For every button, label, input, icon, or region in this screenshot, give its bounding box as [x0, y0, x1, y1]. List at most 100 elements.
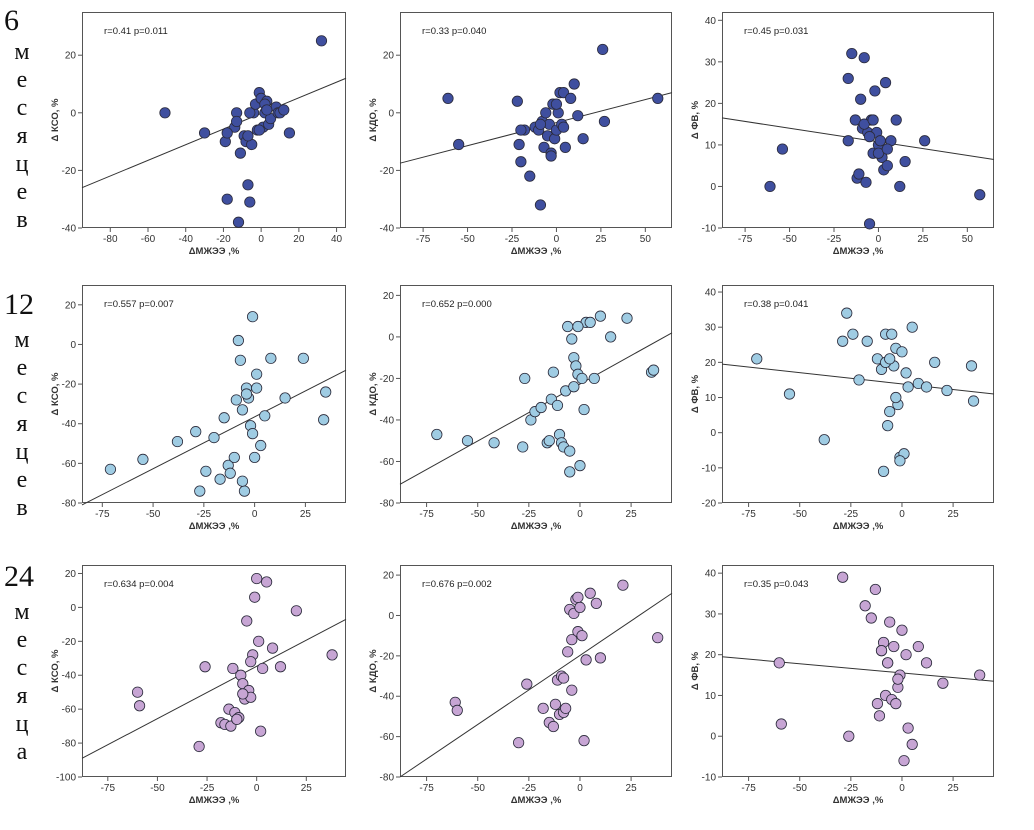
data-point	[896, 346, 908, 358]
data-point	[534, 199, 547, 211]
data-point	[874, 135, 886, 147]
row-label-letter: я	[16, 683, 28, 709]
y-tick-label: 0	[388, 108, 394, 119]
correlation-annotation: r=0.634 p=0.004	[104, 579, 174, 590]
x-tick-label: 0	[899, 509, 905, 520]
data-point	[617, 579, 629, 591]
y-tick-label: -60	[380, 457, 395, 468]
y-tick-label: -60	[380, 732, 395, 743]
data-point	[513, 138, 525, 151]
y-tick-label: 10	[705, 691, 717, 702]
x-tick-label: -75	[101, 783, 116, 794]
y-tick-label: -10	[702, 463, 717, 474]
y-tick-label: 20	[705, 650, 717, 661]
data-point	[159, 107, 171, 119]
x-tick-label: -50	[146, 509, 161, 520]
x-tick-label: -25	[522, 783, 537, 794]
row-label-letters: м е с я ц е в	[12, 38, 32, 234]
x-tick-label: 25	[300, 509, 312, 520]
x-tick-label: -75	[741, 783, 756, 794]
data-point	[564, 466, 576, 478]
data-point	[545, 150, 557, 162]
data-point	[882, 657, 894, 669]
data-point	[860, 176, 872, 188]
x-tick-label: 0	[876, 234, 882, 245]
data-point	[194, 485, 206, 497]
data-point	[580, 654, 592, 666]
data-point	[515, 124, 527, 136]
data-point	[266, 642, 279, 654]
data-point	[318, 414, 330, 426]
data-point	[515, 156, 527, 168]
x-tick-label: -75	[95, 509, 110, 520]
x-tick-label: -25	[827, 234, 842, 245]
y-tick-label: 30	[705, 57, 717, 68]
data-point	[865, 612, 877, 624]
x-tick-label: -50	[460, 234, 475, 245]
data-point	[488, 437, 500, 449]
data-point	[540, 107, 552, 119]
data-point	[253, 635, 265, 647]
data-point	[871, 698, 884, 710]
x-tick-label: -40	[178, 234, 193, 245]
data-point	[920, 381, 933, 393]
data-point	[884, 353, 896, 365]
data-point	[265, 352, 277, 364]
data-point	[888, 640, 900, 653]
row-label-letters: м е с я ц а	[12, 598, 32, 766]
data-point	[231, 713, 243, 725]
data-point	[218, 412, 230, 424]
scatter-plot-2: -75 -50 -25 0 25 50 -40 -20 0 20 ΔМЖЭЭ ,% Δ КДО, % r…	[368, 12, 673, 257]
data-point	[240, 388, 253, 400]
data-point	[227, 662, 239, 675]
data-point	[253, 124, 265, 136]
y-tick-label: -80	[380, 773, 395, 784]
data-point	[221, 193, 233, 205]
scatter-plot-3: -75 -50 -25 0 25 50 -10 0 10 20 30 40 ΔМЖЭЭ ,% Δ ФВ, …	[690, 12, 995, 257]
data-point	[232, 216, 245, 228]
data-point	[200, 465, 212, 477]
x-tick-label: -25	[197, 509, 212, 520]
y-tick-label: -40	[380, 692, 395, 703]
data-point	[572, 591, 584, 603]
y-tick-label: -80	[380, 499, 395, 510]
correlation-annotation: r=0.41 p=0.011	[104, 26, 168, 37]
correlation-annotation: r=0.676 p=0.002	[422, 579, 492, 590]
data-point	[919, 135, 931, 147]
data-point	[297, 352, 309, 364]
x-tick-label: 0	[252, 509, 258, 520]
x-tick-label: 0	[554, 234, 560, 245]
y-tick-label: 10	[705, 393, 717, 404]
data-point	[647, 364, 660, 376]
data-point	[566, 333, 578, 345]
data-point	[929, 356, 941, 368]
data-point	[236, 404, 249, 416]
y-axis-label: Δ КДО, %	[368, 649, 379, 693]
x-tick-label: -75	[416, 234, 431, 245]
data-point	[133, 700, 146, 712]
data-point	[249, 591, 261, 603]
x-tick-label: 0	[899, 783, 905, 794]
data-point	[237, 688, 249, 700]
x-tick-label: -75	[738, 234, 753, 245]
data-point	[535, 401, 547, 414]
row-label-number: 24	[4, 560, 34, 593]
x-tick-label: 50	[962, 234, 974, 245]
y-tick-label: 20	[383, 51, 395, 62]
data-point	[549, 698, 562, 710]
x-axis-label: ΔМЖЭЭ ,%	[511, 795, 562, 806]
y-axis-label: Δ ФВ, %	[690, 100, 701, 139]
y-tick-label: -40	[380, 224, 395, 235]
data-point	[853, 168, 865, 180]
data-point	[224, 467, 236, 479]
x-tick-label: -25	[844, 509, 859, 520]
x-tick-label: 50	[640, 234, 652, 245]
x-tick-label: -25	[505, 234, 520, 245]
data-point	[902, 722, 914, 734]
data-point	[906, 738, 918, 750]
x-tick-label: -50	[470, 783, 485, 794]
row-label-12-months: 12 м е с я ц е в	[0, 288, 40, 558]
row-label-letter: ц	[15, 711, 29, 737]
y-tick-label: 20	[65, 569, 77, 580]
row-label-letter: е	[16, 467, 28, 493]
